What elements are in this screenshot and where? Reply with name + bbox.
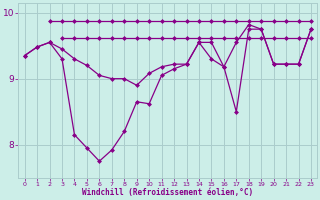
X-axis label: Windchill (Refroidissement éolien,°C): Windchill (Refroidissement éolien,°C) (82, 188, 253, 197)
